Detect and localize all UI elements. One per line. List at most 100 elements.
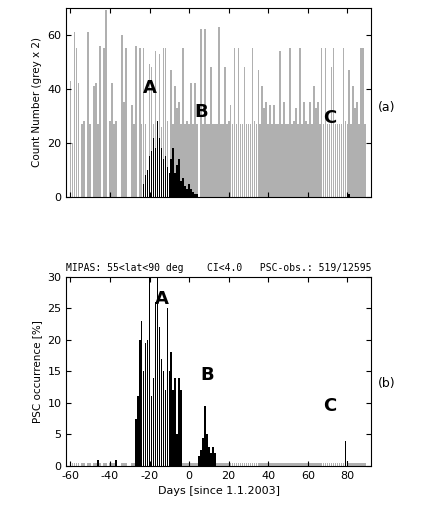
Bar [267,463,269,466]
Y-axis label: Count Number (grey x 2): Count Number (grey x 2) [32,37,42,167]
Bar [218,27,220,197]
Bar [275,124,277,197]
Bar [321,48,323,197]
Bar [291,463,293,466]
Bar [214,453,216,466]
Bar [194,463,196,466]
Bar [143,371,145,466]
Bar [228,463,230,466]
Bar [182,463,184,466]
Bar [184,186,186,197]
Bar [157,124,158,197]
Bar [166,121,168,197]
Bar [153,124,154,197]
Bar [113,124,115,197]
Bar [350,124,352,197]
Bar [145,124,146,197]
Text: C: C [323,109,336,126]
Bar [97,124,99,197]
Bar [99,463,101,466]
Bar [149,463,151,466]
Bar [111,463,113,466]
Bar [175,463,176,466]
Text: B: B [200,366,214,384]
Bar [163,463,164,466]
Bar [78,83,79,197]
Bar [151,67,152,197]
Bar [344,463,346,466]
Bar [202,463,204,466]
Bar [251,48,253,197]
Bar [363,48,364,197]
Bar [151,396,152,466]
Bar [210,463,212,466]
Bar [157,463,158,466]
Bar [208,463,210,466]
Bar [250,124,251,197]
Bar [143,183,145,197]
Bar [180,463,182,466]
Bar [151,151,152,197]
Bar [103,48,105,197]
Bar [160,148,162,197]
Bar [97,460,99,466]
Bar [234,463,236,466]
Bar [311,124,313,197]
Bar [309,463,311,466]
Bar [84,121,85,197]
Bar [216,463,218,466]
Bar [165,463,166,466]
Bar [200,463,202,466]
Bar [269,463,271,466]
Bar [307,463,308,466]
Bar [317,463,318,466]
Bar [325,463,326,466]
Bar [157,121,158,197]
Bar [115,460,117,466]
Bar [348,195,350,197]
Bar [283,463,285,466]
Bar [170,463,172,466]
Bar [109,121,111,197]
Bar [236,463,237,466]
Bar [111,83,113,197]
Bar [226,463,227,466]
Bar [72,143,73,197]
Text: C: C [323,397,336,415]
Bar [184,124,186,197]
X-axis label: Days [since 1.1.2003]: Days [since 1.1.2003] [158,486,280,496]
Bar [73,32,75,197]
Bar [338,463,340,466]
Bar [295,108,297,197]
Bar [341,463,342,466]
Bar [228,121,230,197]
Bar [194,195,196,197]
Bar [232,463,233,466]
Bar [323,463,324,466]
Bar [234,48,236,197]
Bar [204,406,206,466]
Bar [313,463,314,466]
Bar [347,124,348,197]
Bar [170,352,172,466]
Bar [309,102,311,197]
Bar [143,463,145,466]
Text: A: A [154,290,168,308]
Bar [222,124,224,197]
Bar [354,108,356,197]
Bar [121,35,123,197]
Title: MIPAS: 55<lat<90 deg    CI<4.0   PSC-obs.: 519/12595: MIPAS: 55<lat<90 deg CI<4.0 PSC-obs.: 51… [66,263,372,273]
Bar [261,463,263,466]
Bar [301,463,303,466]
Bar [165,390,166,466]
Bar [289,463,291,466]
Bar [175,86,176,197]
Bar [335,463,336,466]
Bar [224,67,226,197]
Bar [160,126,162,197]
Bar [319,124,320,197]
Bar [99,46,101,197]
Bar [254,121,255,197]
Bar [125,463,127,466]
Bar [76,463,77,466]
